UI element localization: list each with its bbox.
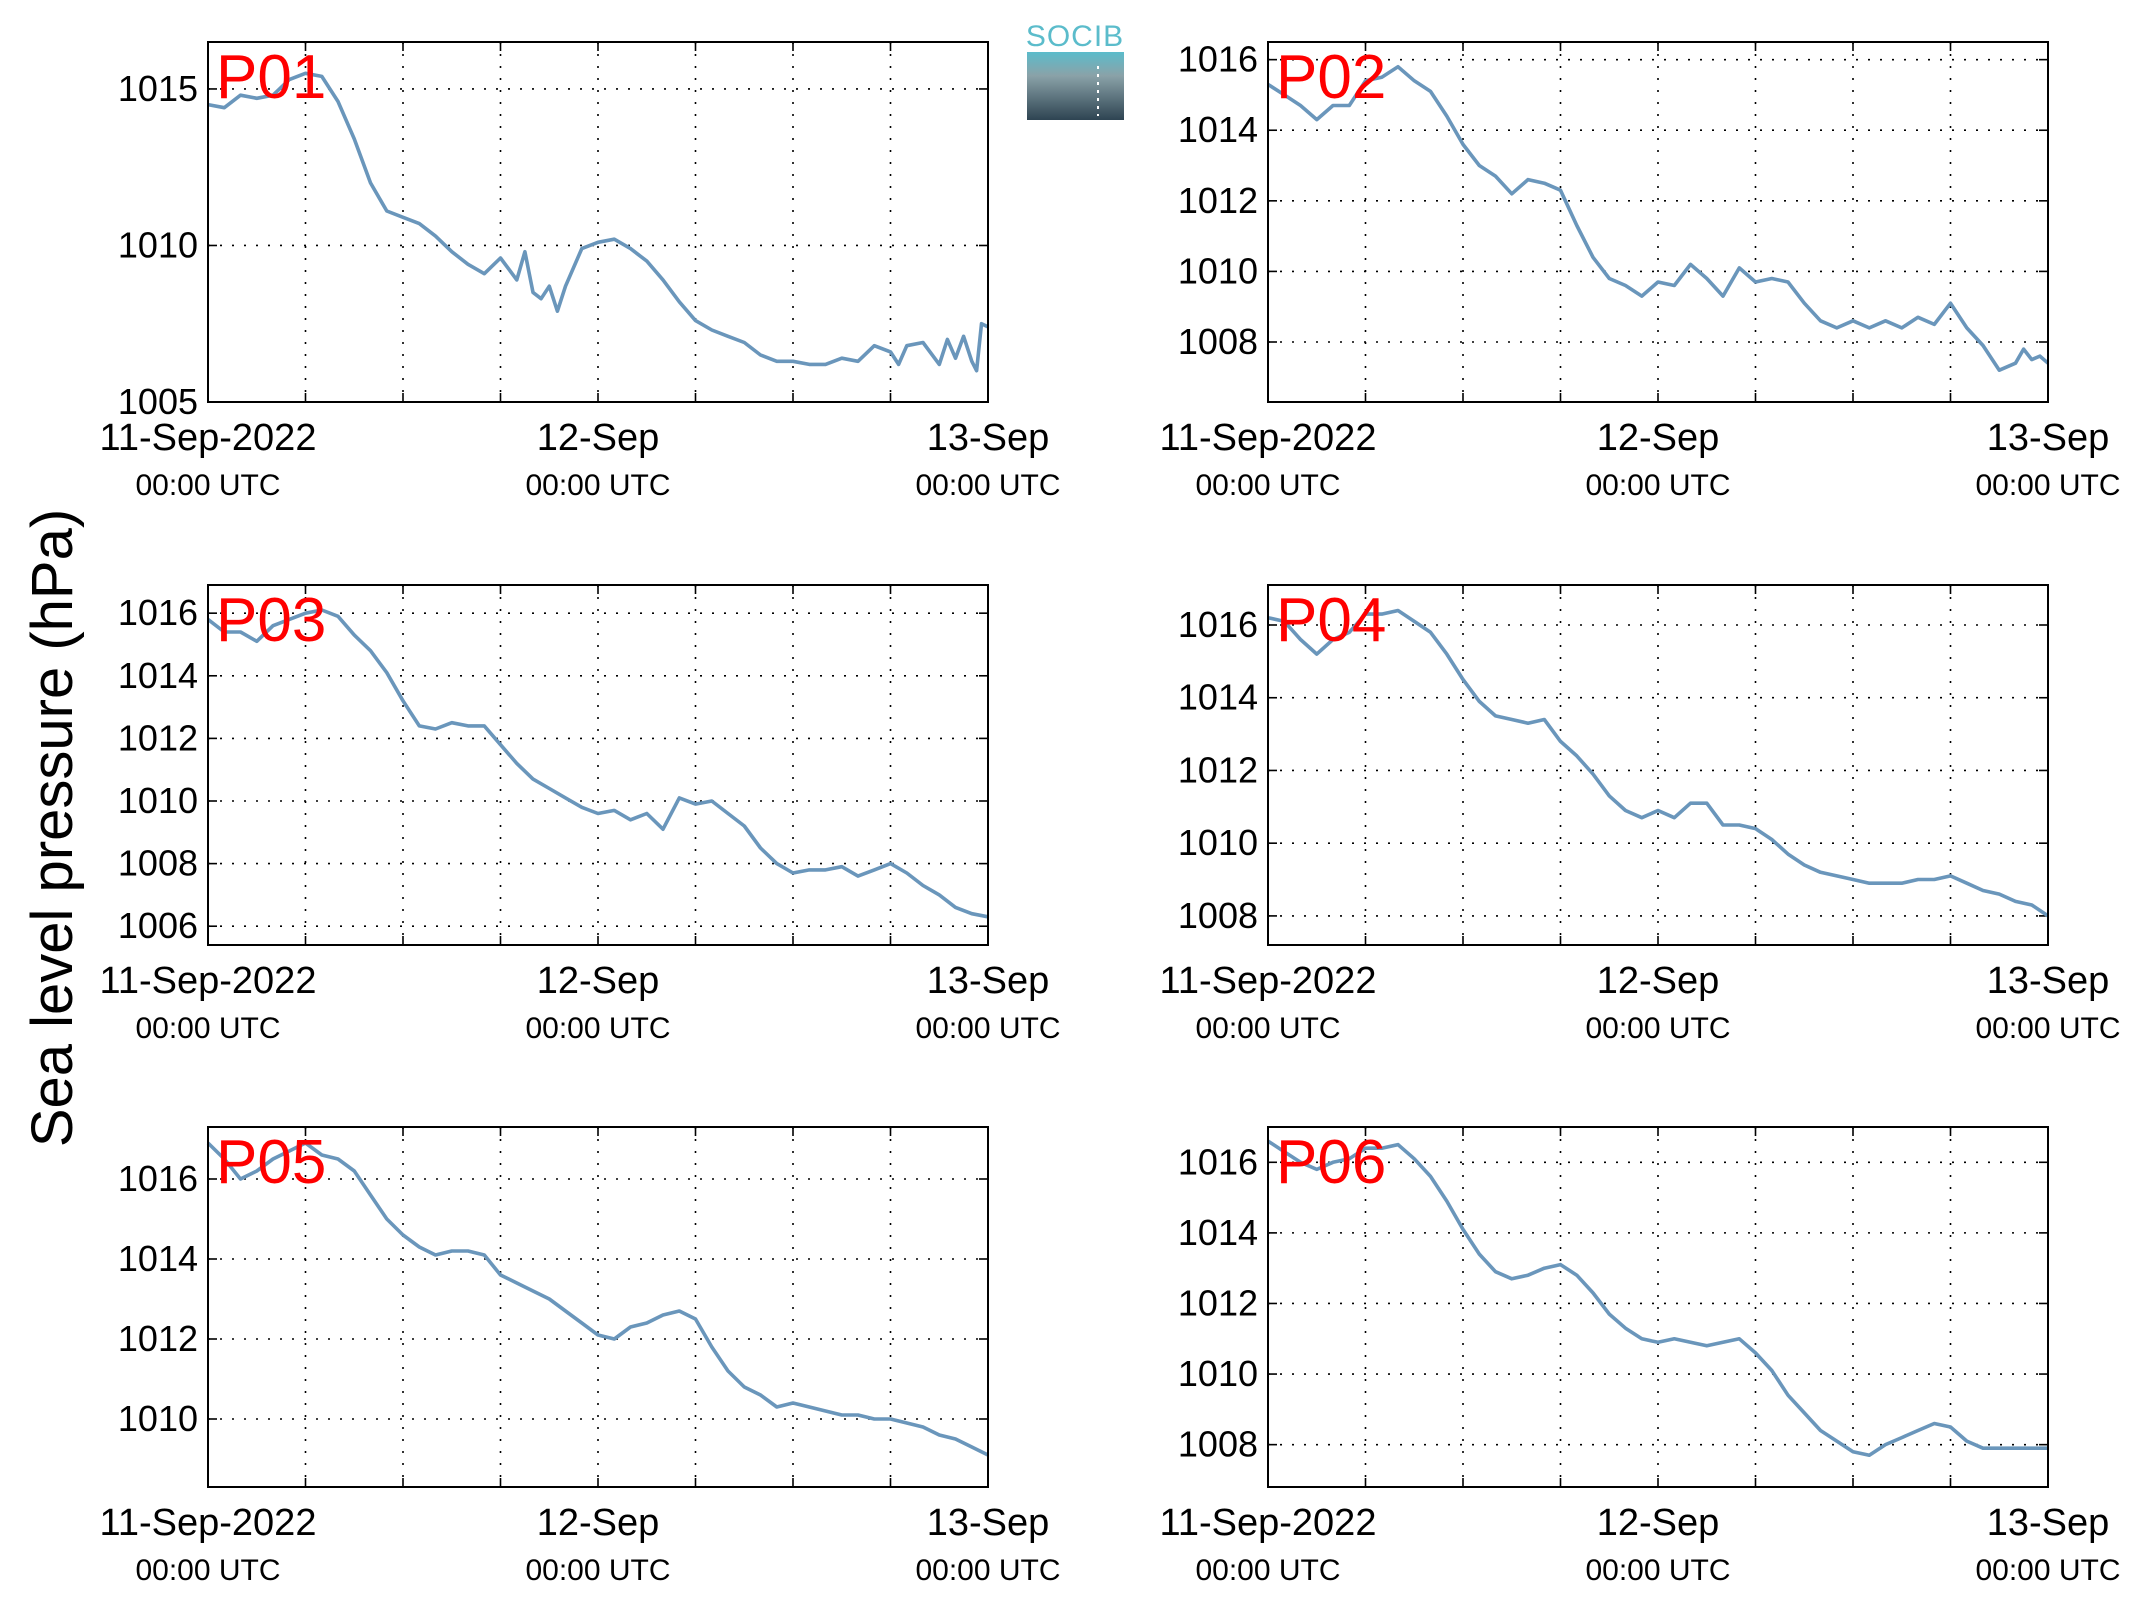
x-tick-label: 13-Sep bbox=[1987, 1502, 2110, 1544]
y-tick-label: 1006 bbox=[118, 905, 198, 946]
x-tick-label: 13-Sep bbox=[927, 417, 1050, 459]
plot-frame bbox=[207, 41, 989, 403]
x-tick-sublabel: 00:00 UTC bbox=[1195, 1554, 1340, 1587]
x-tick-sublabel: 00:00 UTC bbox=[915, 1554, 1060, 1587]
y-tick-label: 1010 bbox=[1178, 1353, 1258, 1394]
plot-frame bbox=[1267, 584, 2049, 946]
y-tick-label: 1014 bbox=[1178, 1212, 1258, 1253]
series-line bbox=[1267, 64, 2050, 372]
x-tick-label: 12-Sep bbox=[537, 1502, 660, 1544]
x-tick-label: 13-Sep bbox=[1987, 960, 2110, 1002]
y-tick-label: 1016 bbox=[118, 592, 198, 633]
y-tick-label: 1010 bbox=[118, 224, 198, 265]
panel-label: P04 bbox=[1276, 586, 1386, 655]
y-tick-label: 1010 bbox=[118, 780, 198, 821]
y-tick-label: 1012 bbox=[1178, 1282, 1258, 1323]
x-tick-label: 11-Sep-2022 bbox=[100, 960, 317, 1002]
y-tick-label: 1014 bbox=[118, 1238, 198, 1279]
panel-label: P03 bbox=[216, 586, 326, 655]
x-tick-sublabel: 00:00 UTC bbox=[525, 1554, 670, 1587]
x-tick-label: 12-Sep bbox=[1597, 960, 1720, 1002]
x-tick-sublabel: 00:00 UTC bbox=[525, 469, 670, 502]
x-tick-label: 12-Sep bbox=[537, 417, 660, 459]
y-tick-label: 1010 bbox=[1178, 250, 1258, 291]
y-tick-label: 1015 bbox=[118, 68, 198, 109]
panel-label: P06 bbox=[1276, 1128, 1386, 1197]
y-tick-label: 1012 bbox=[1178, 180, 1258, 221]
panel-label: P01 bbox=[216, 43, 326, 112]
x-tick-label: 11-Sep-2022 bbox=[100, 1502, 317, 1544]
series-line bbox=[206, 608, 989, 919]
global-ylabel: Sea level pressure (hPa) bbox=[20, 509, 85, 1147]
x-tick-sublabel: 00:00 UTC bbox=[135, 1012, 280, 1045]
chart-panel-p05: 1010 1012 1014 1016 11-Sep-2022 00:00 UTC 12-S… bbox=[100, 1126, 1061, 1587]
x-tick-label: 11-Sep-2022 bbox=[1160, 417, 1377, 459]
series-line bbox=[206, 1141, 989, 1457]
y-tick-label: 1010 bbox=[118, 1398, 198, 1439]
plot-frame bbox=[207, 584, 989, 946]
x-tick-sublabel: 00:00 UTC bbox=[1195, 469, 1340, 502]
socib-logo: SOCIB bbox=[1026, 20, 1124, 120]
y-tick-label: 1016 bbox=[1178, 604, 1258, 645]
y-tick-label: 1008 bbox=[1178, 895, 1258, 936]
x-tick-label: 11-Sep-2022 bbox=[1160, 960, 1377, 1002]
x-tick-sublabel: 00:00 UTC bbox=[525, 1012, 670, 1045]
y-tick-label: 1008 bbox=[118, 843, 198, 884]
y-tick-label: 1012 bbox=[118, 717, 198, 758]
series-line bbox=[1267, 1139, 2048, 1457]
x-tick-label: 13-Sep bbox=[927, 1502, 1050, 1544]
x-tick-label: 12-Sep bbox=[1597, 1502, 1720, 1544]
plot-frame bbox=[1267, 1126, 2049, 1488]
y-tick-label: 1010 bbox=[1178, 822, 1258, 863]
chart-panel-p02: 1008 1010 1012 1014 1016 11-Sep-2022 00:00 UTC… bbox=[1160, 39, 2121, 502]
x-tick-sublabel: 00:00 UTC bbox=[1975, 469, 2120, 502]
chart-panel-p04: 1008 1010 1012 1014 1016 11-Sep-2022 00:00 UTC… bbox=[1160, 584, 2121, 1045]
x-tick-sublabel: 00:00 UTC bbox=[1975, 1554, 2120, 1587]
x-tick-label: 11-Sep-2022 bbox=[100, 417, 317, 459]
logo-text: SOCIB bbox=[1026, 20, 1124, 53]
chart-panel-p01: 1005 1010 1015 11-Sep-2022 00:00 UTC 12-Sep 00… bbox=[100, 41, 1061, 502]
x-tick-sublabel: 00:00 UTC bbox=[915, 1012, 1060, 1045]
x-tick-label: 13-Sep bbox=[927, 960, 1050, 1002]
y-tick-label: 1014 bbox=[1178, 109, 1258, 150]
x-tick-sublabel: 00:00 UTC bbox=[1975, 1012, 2120, 1045]
x-tick-sublabel: 00:00 UTC bbox=[1195, 1012, 1340, 1045]
x-tick-label: 12-Sep bbox=[1597, 417, 1720, 459]
series-line bbox=[1267, 608, 2050, 918]
panel-label: P05 bbox=[216, 1128, 326, 1197]
chart-panel-p03: 1006 1008 1010 1012 1014 1016 11-Sep-2022 00:00… bbox=[100, 584, 1061, 1045]
x-tick-sublabel: 00:00 UTC bbox=[1585, 1554, 1730, 1587]
y-tick-label: 1016 bbox=[1178, 39, 1258, 80]
x-tick-sublabel: 00:00 UTC bbox=[915, 469, 1060, 502]
chart-panel-p06: 1008 1010 1012 1014 1016 11-Sep-2022 00:00 UTC… bbox=[1160, 1126, 2121, 1587]
plot-frame bbox=[1267, 41, 2049, 403]
x-tick-label: 12-Sep bbox=[537, 960, 660, 1002]
plot-frame bbox=[207, 1126, 989, 1488]
y-tick-label: 1012 bbox=[118, 1318, 198, 1359]
y-tick-label: 1008 bbox=[1178, 321, 1258, 362]
x-tick-sublabel: 00:00 UTC bbox=[135, 469, 280, 502]
y-tick-label: 1014 bbox=[1178, 677, 1258, 718]
x-tick-sublabel: 00:00 UTC bbox=[1585, 469, 1730, 502]
y-tick-label: 1016 bbox=[1178, 1141, 1258, 1182]
y-tick-label: 1014 bbox=[118, 655, 198, 696]
x-tick-sublabel: 00:00 UTC bbox=[1585, 1012, 1730, 1045]
y-tick-label: 1016 bbox=[118, 1158, 198, 1199]
x-tick-label: 13-Sep bbox=[1987, 417, 2110, 459]
panel-label: P02 bbox=[1276, 43, 1386, 112]
y-tick-label: 1008 bbox=[1178, 1424, 1258, 1465]
logo-mark bbox=[1027, 52, 1124, 120]
series-line bbox=[207, 71, 989, 373]
y-tick-label: 1005 bbox=[118, 381, 198, 422]
y-tick-label: 1012 bbox=[1178, 749, 1258, 790]
x-tick-label: 11-Sep-2022 bbox=[1160, 1502, 1377, 1544]
x-tick-sublabel: 00:00 UTC bbox=[135, 1554, 280, 1587]
